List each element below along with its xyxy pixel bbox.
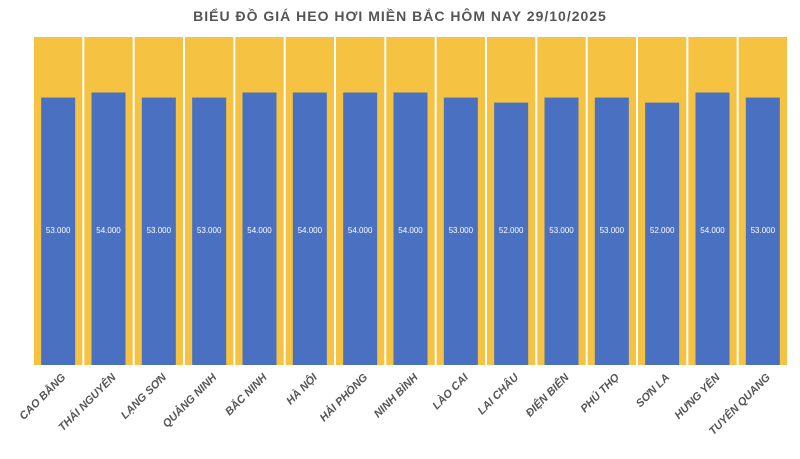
data-label: 53.000 [549,226,574,235]
category-label: NINH BÌNH [371,370,421,420]
category-label: SƠN LA [634,372,672,410]
chart-title: BIỂU ĐỒ GIÁ HEO HƠI MIỀN BẮC HÔM NAY 29/… [193,8,607,24]
bar [645,102,680,365]
bar [494,102,529,365]
bar [242,92,277,365]
bar [544,97,579,366]
bar [695,92,730,365]
category-label: LAI CHÂU [475,370,522,417]
data-label: 53.000 [600,226,625,235]
data-label: 54.000 [298,226,323,235]
category-label: LẠNG SƠN [119,371,170,422]
category-label: HÀ NỘI [284,370,321,407]
data-label: 54.000 [398,226,423,235]
category-label: PHÚ THỌ [578,371,623,416]
data-label: 53.000 [449,226,474,235]
bar [91,92,126,365]
bar [192,97,227,366]
bar [343,92,378,365]
category-label: HƯNG YÊN [672,370,724,422]
data-label: 53.000 [46,226,71,235]
data-label: 53.000 [147,226,172,235]
category-label: LÀO CAI [430,370,472,412]
category-label: BẮC NINH [222,370,270,418]
data-label: 54.000 [700,226,725,235]
data-label: 52.000 [650,226,675,235]
data-label: 52.000 [499,226,524,235]
data-label: 53.000 [751,226,776,235]
data-label: 54.000 [348,226,373,235]
bar [41,97,76,366]
data-label: 53.000 [197,226,222,235]
data-label: 54.000 [247,226,272,235]
data-label: 54.000 [96,226,121,235]
bar [594,97,629,366]
bar [292,92,327,365]
category-label: HẢI PHÒNG [317,371,371,425]
bar [443,97,478,366]
category-label: ĐIỆN BIÊN [523,370,572,419]
bar [141,97,176,366]
category-label: QUẢNG NINH [160,370,220,430]
bar [745,97,780,366]
category-label: CAO BẰNG [17,371,69,423]
bar [393,92,428,365]
